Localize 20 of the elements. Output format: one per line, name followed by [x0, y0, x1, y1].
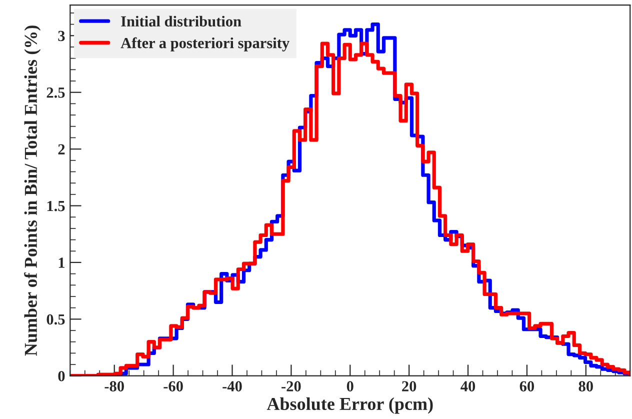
x-tick-label: -60: [164, 381, 183, 392]
y-tick-label: 1: [58, 258, 64, 268]
y-axis-title: Number of Points in Bin/ Total Entries (%): [24, 26, 41, 356]
y-tick-label: 0.5: [46, 314, 65, 325]
x-tick-label: -40: [222, 381, 242, 392]
x-tick-label: 40: [460, 381, 476, 392]
x-tick-label: 60: [520, 381, 534, 392]
legend-label: Initial distribution: [121, 16, 242, 27]
x-tick-label: -20: [282, 381, 301, 392]
y-tick-label: 1.5: [47, 200, 65, 212]
x-tick-label: 20: [402, 381, 416, 392]
y-tick-label: 2.5: [46, 88, 65, 98]
y-tick-label: 0: [58, 370, 65, 382]
y-tick-label: 3: [58, 30, 65, 42]
legend-label: After a posteriori sparsity: [120, 37, 290, 52]
x-tick-label: 0: [346, 381, 354, 392]
x-tick-label: -80: [104, 381, 124, 392]
x-axis-title: Absolute Error (pcm): [266, 397, 433, 414]
y-tick-label: 2: [58, 144, 65, 154]
x-tick-label: 80: [578, 381, 593, 392]
